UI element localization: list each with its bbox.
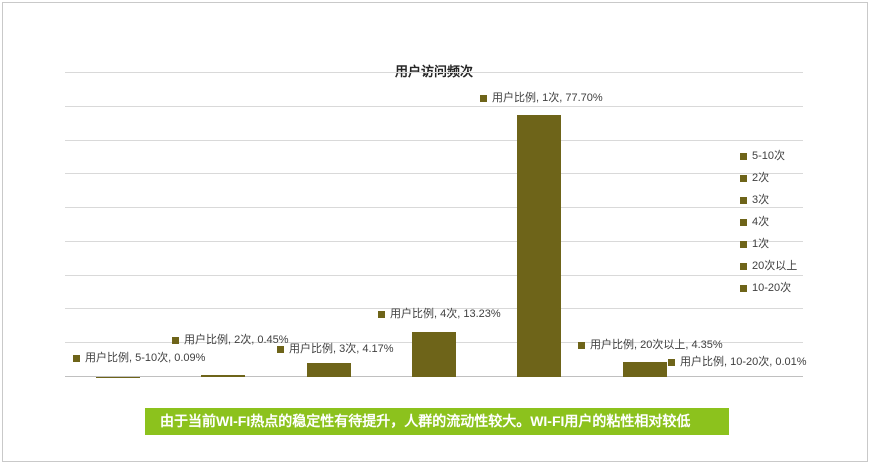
gridline-70 (65, 139, 803, 141)
insight-banner-text: 由于当前WI-FI热点的稳定性有待提升，人群的流动性较大。WI-FI用户的粘性相… (160, 413, 691, 429)
legend-item-label: 20次以上 (752, 260, 798, 272)
legend-item-3次: 3次 (740, 193, 797, 207)
legend-marker-icon (740, 196, 747, 204)
legend-marker-icon (740, 174, 747, 182)
legend-item-label: 10-20次 (752, 282, 792, 294)
bar-3次 (306, 362, 351, 377)
legend-item-label: 2次 (752, 172, 770, 184)
gridline-80 (65, 105, 803, 107)
legend-item-1次: 1次 (740, 237, 797, 251)
gridline-30 (65, 274, 803, 276)
plot-area (65, 72, 803, 377)
legend-item-10-20次: 10-20次 (740, 281, 797, 295)
chart-title: 用户访问频次 (394, 64, 473, 79)
legend-item-label: 4次 (752, 216, 770, 228)
bar-4次 (412, 332, 456, 377)
chart-legend: 5-10次 2次 3次 4次 1次 20次以上 10-20次 (740, 149, 797, 295)
insight-banner: 由于当前WI-FI热点的稳定性有待提升，人群的流动性较大。WI-FI用户的粘性相… (145, 408, 729, 435)
legend-item-5-10次: 5-10次 (740, 149, 797, 163)
gridline-40 (65, 240, 803, 242)
legend-item-4次: 4次 (740, 215, 797, 229)
legend-item-label: 1次 (752, 238, 770, 250)
legend-marker-icon (740, 240, 747, 248)
gridline-50 (65, 207, 803, 209)
bar-1次 (517, 114, 562, 377)
legend-item-2次: 2次 (740, 171, 797, 185)
gridline-60 (65, 173, 803, 175)
legend-marker-icon (740, 218, 747, 226)
legend-marker-icon (740, 284, 747, 292)
gridline-20 (65, 308, 803, 310)
bar-2次 (201, 375, 246, 377)
legend-item-20次以上: 20次以上 (740, 259, 797, 273)
legend-item-label: 3次 (752, 194, 770, 206)
legend-marker-icon (740, 152, 747, 160)
bar-20次以上 (622, 362, 667, 377)
legend-marker-icon (740, 262, 747, 270)
legend-item-label: 5-10次 (752, 150, 786, 162)
gridline-90 (65, 72, 803, 73)
